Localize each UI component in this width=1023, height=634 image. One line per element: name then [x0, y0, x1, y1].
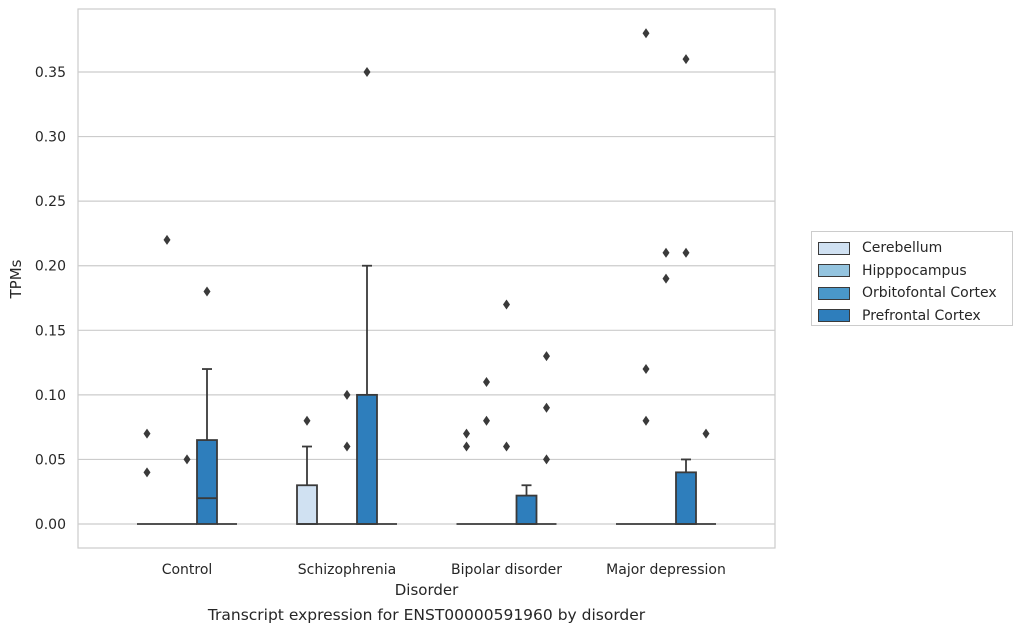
x-tick-label: Bipolar disorder [451, 562, 562, 578]
legend-swatch [818, 309, 850, 323]
box-group [675, 54, 697, 525]
y-tick-label: 0.00 [35, 517, 66, 533]
outlier-point [642, 364, 650, 375]
outlier-point [682, 54, 690, 65]
box-group [536, 351, 557, 525]
y-tick-label: 0.15 [35, 323, 66, 339]
box-group [656, 247, 676, 525]
box-body [356, 393, 378, 525]
x-axis-ticks: Control Schizophrenia Bipolar disorder Majo… [162, 562, 726, 578]
outlier-point [343, 441, 351, 452]
outlier-point [662, 247, 670, 258]
y-tick-label: 0.30 [35, 130, 66, 146]
outlier-point [642, 28, 650, 39]
outlier-point [543, 454, 550, 465]
legend-swatch [818, 286, 850, 300]
y-tick-label: 0.25 [35, 194, 66, 210]
y-tick-label: 0.05 [35, 452, 66, 468]
box-group [177, 454, 197, 525]
x-tick-label: Control [162, 562, 213, 578]
legend-swatch [818, 264, 850, 278]
outlier-point [143, 467, 151, 478]
box-group [696, 428, 716, 525]
box-body [515, 494, 538, 525]
y-axis-label: TPMs [7, 259, 25, 299]
outlier-point [203, 286, 211, 297]
outlier-point [343, 389, 351, 400]
outlier-point [682, 247, 690, 258]
box-group [196, 286, 218, 525]
box-group [515, 484, 538, 525]
box-body [675, 471, 697, 525]
box-body [196, 439, 218, 525]
y-axis-ticks: 0.00 0.05 0.10 0.15 0.20 0.25 0.30 0.35 [35, 65, 66, 533]
legend-label: Cerebellum [862, 240, 943, 257]
legend-item: Hipppocampus [818, 260, 1012, 283]
outlier-point [483, 415, 490, 426]
outlier-point [642, 415, 650, 426]
outlier-point [483, 376, 490, 387]
legend-label: Prefrontal Cortex [862, 307, 981, 324]
outlier-point [363, 67, 371, 78]
legend-item: Prefrontal Cortex [818, 305, 1012, 328]
x-axis-label: Disorder [395, 581, 459, 599]
figure-caption: Transcript expression for ENST0000059196… [207, 606, 646, 624]
legend-item: Orbitofontal Cortex [818, 282, 1012, 305]
box-group [356, 67, 378, 525]
outlier-point [163, 234, 171, 245]
outlier-point [662, 273, 670, 284]
legend-label: Orbitofontal Cortex [862, 285, 997, 302]
box-group [496, 299, 517, 525]
box-groups [137, 28, 716, 525]
outlier-point [543, 351, 550, 362]
legend: Cerebellum Hipppocampus Orbitofontal Corte… [811, 231, 1013, 326]
legend-swatch [818, 241, 850, 255]
outlier-point [183, 454, 191, 465]
outlier-point [303, 415, 311, 426]
box-group [337, 389, 357, 525]
box-body [296, 484, 318, 525]
outlier-point [463, 441, 470, 452]
box-group [456, 428, 477, 525]
x-tick-label: Schizophrenia [298, 562, 396, 578]
outlier-point [143, 428, 151, 439]
y-tick-label: 0.20 [35, 259, 66, 275]
plot-area [77, 8, 776, 549]
box-group [137, 428, 157, 525]
outlier-point [543, 402, 550, 413]
box-group [476, 376, 497, 525]
outlier-point [702, 428, 710, 439]
x-tick-label: Major depression [606, 562, 726, 578]
legend-label: Hipppocampus [862, 262, 967, 279]
outlier-point [503, 441, 510, 452]
outlier-point [503, 299, 510, 310]
outlier-point [463, 428, 470, 439]
box-group [296, 415, 318, 525]
y-tick-label: 0.10 [35, 388, 66, 404]
y-tick-label: 0.35 [35, 65, 66, 81]
box-group [157, 234, 177, 525]
box-group [636, 28, 656, 525]
legend-item: Cerebellum [818, 237, 1012, 260]
